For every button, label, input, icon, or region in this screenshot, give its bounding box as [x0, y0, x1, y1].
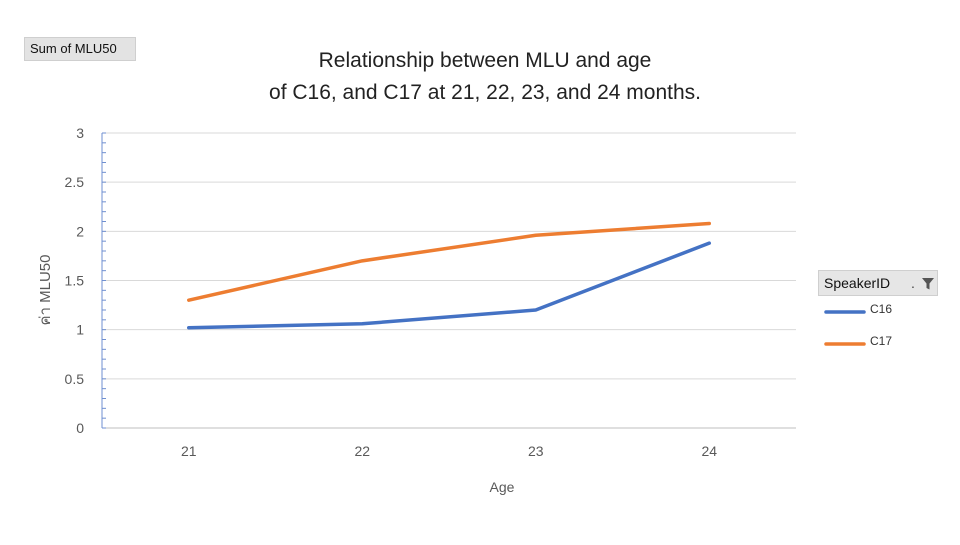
- x-axis-title: Age: [490, 479, 515, 495]
- speakerid-filter-button[interactable]: SpeakerID .: [818, 270, 938, 296]
- series-line-c16: [187, 241, 711, 330]
- y-tick-label: 2.5: [65, 174, 85, 190]
- chart-title-line: of C16, and C17 at 21, 22, 23, and 24 mo…: [269, 81, 701, 104]
- legend-header-suffix: .: [911, 275, 915, 291]
- series-line-c17: [187, 221, 711, 302]
- filter-funnel-icon[interactable]: [921, 277, 935, 291]
- y-axis-title: ค่า MLU50: [37, 255, 54, 326]
- x-tick-label: 21: [181, 443, 197, 459]
- x-tick-label: 22: [354, 443, 370, 459]
- legend-header-label: SpeakerID: [824, 275, 891, 291]
- y-tick-label: 1: [76, 322, 84, 338]
- y-tick-label: 3: [76, 125, 84, 141]
- chart-title-line: Relationship between MLU and age: [319, 49, 652, 72]
- legend-label-c16: C16: [870, 302, 892, 316]
- y-tick-label: 1.5: [65, 273, 85, 289]
- field-button-label: Sum of MLU50: [30, 41, 117, 56]
- y-tick-label: 2: [76, 223, 84, 239]
- x-tick-label: 23: [528, 443, 544, 459]
- sum-of-mlu50-field-button[interactable]: Sum of MLU50: [24, 37, 136, 61]
- y-tick-label: 0: [76, 420, 84, 436]
- legend-label-c17: C17: [870, 334, 892, 348]
- x-tick-label: 24: [701, 443, 717, 459]
- y-tick-label: 0.5: [65, 371, 85, 387]
